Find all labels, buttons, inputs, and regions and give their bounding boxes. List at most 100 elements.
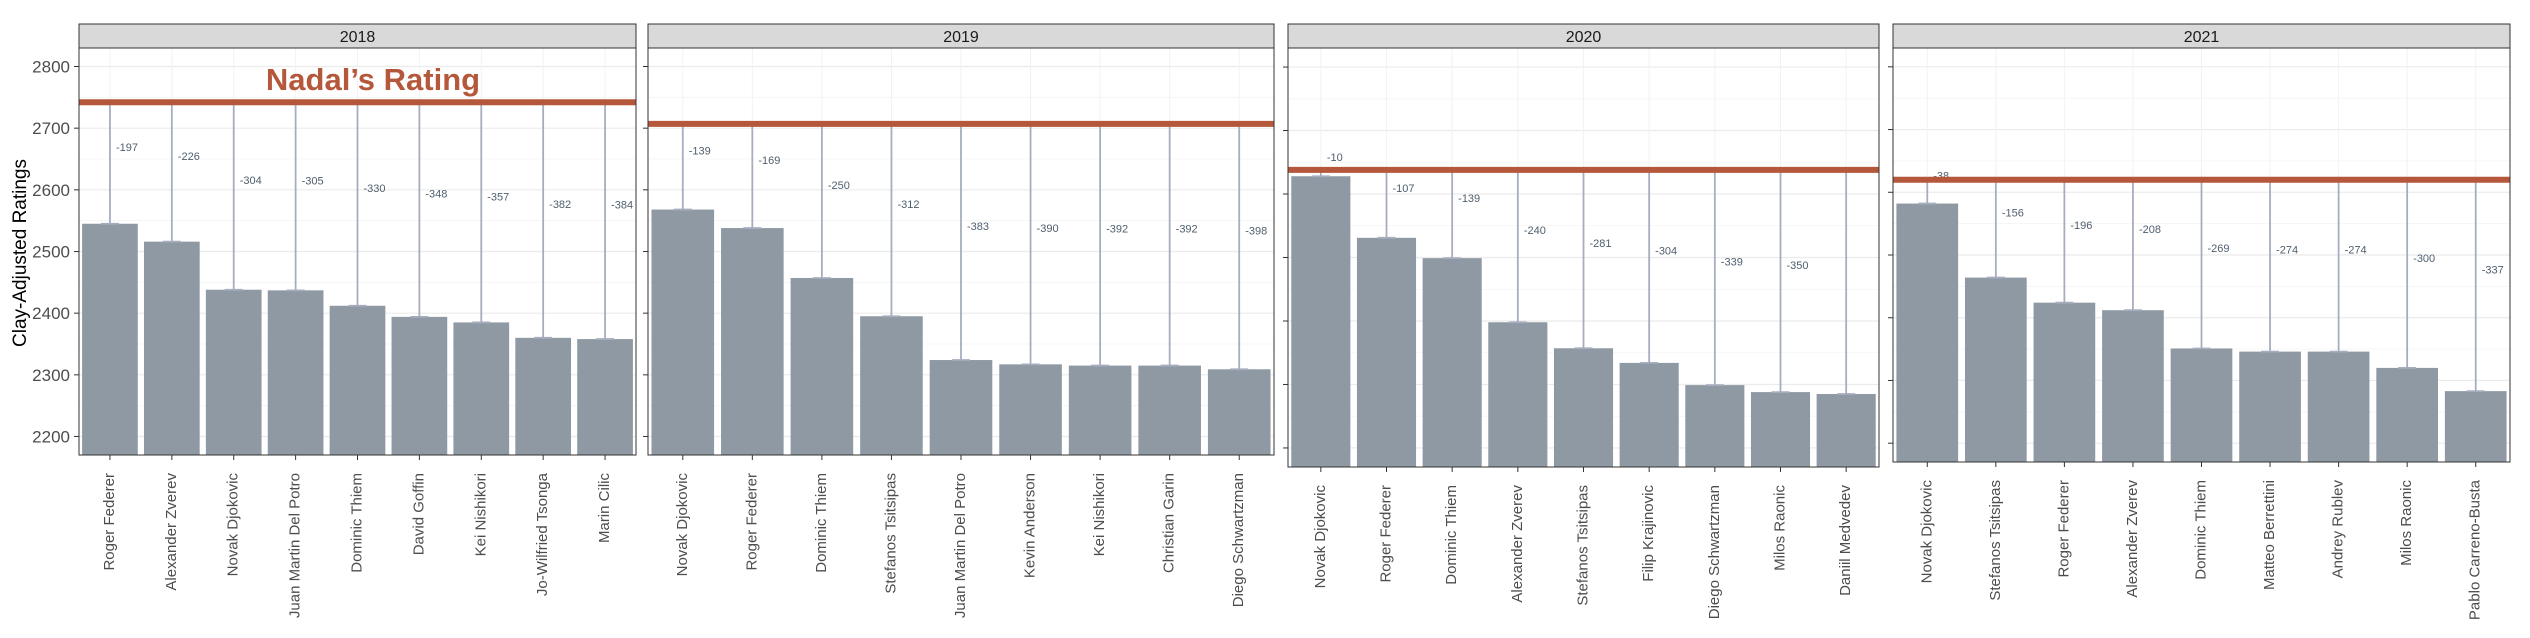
bar-filip-krajinovic bbox=[1619, 362, 1679, 467]
category-label: Roger Federer bbox=[2055, 480, 2072, 578]
category-label: Diego Schwartzman bbox=[1230, 473, 1247, 607]
bar-milos-raonic bbox=[1750, 392, 1811, 467]
panel-2020: 2020 -10 Novak Djokovic -107 Roger Federer -1… bbox=[1283, 23, 1880, 619]
bar-diego-schwartzman bbox=[1207, 369, 1271, 455]
gap-label: -382 bbox=[549, 199, 571, 211]
bar-roger-federer bbox=[721, 228, 784, 455]
gap-label: -156 bbox=[2002, 208, 2024, 220]
bar-juan-martin-del-potro bbox=[267, 290, 324, 455]
category-label: Kei Nishikori bbox=[1091, 473, 1108, 556]
y-tick-label: 2700 bbox=[32, 119, 70, 138]
category-label: Kei Nishikori bbox=[472, 473, 489, 556]
bar-alexander-zverev bbox=[1488, 322, 1548, 467]
bar-dominic-thiem bbox=[2170, 348, 2233, 462]
gap-label: -139 bbox=[1458, 193, 1480, 205]
nadal-rating-annotation: Nadal’s Rating bbox=[266, 62, 480, 97]
panel-strip-label: 2019 bbox=[943, 29, 979, 46]
category-label: Roger Federer bbox=[743, 473, 760, 571]
bar-christian-garin bbox=[1138, 365, 1201, 455]
category-label: Juan Martin Del Potro bbox=[952, 473, 969, 618]
category-label: Kevin Anderson bbox=[1022, 473, 1039, 578]
category-label: Milos Raonic bbox=[1772, 485, 1789, 571]
category-label: Andrey Rublev bbox=[2330, 480, 2347, 579]
category-label: Matteo Berrettini bbox=[2261, 480, 2278, 590]
panel-2018: 2018 2200 2300 2400 2500 2600 2700 2800 -197 Roge… bbox=[32, 23, 637, 618]
category-label: Novak Djokovic bbox=[1918, 480, 1935, 584]
panel-strip-2020 bbox=[1287, 23, 1880, 49]
category-label: Pablo Carreno-Busta bbox=[2467, 479, 2484, 620]
category-label: Daniil Medvedev bbox=[1837, 485, 1854, 596]
gap-label: -330 bbox=[364, 183, 386, 195]
category-label: Roger Federer bbox=[1378, 485, 1395, 583]
gap-label: -357 bbox=[487, 191, 509, 203]
panel-strip-label: 2020 bbox=[1566, 29, 1602, 46]
y-tick-label: 2600 bbox=[32, 181, 70, 200]
bar-kei-nishikori bbox=[1068, 365, 1132, 455]
bar-marin-cilic bbox=[577, 339, 633, 455]
gap-label: -383 bbox=[967, 221, 989, 233]
bar-novak-djokovic bbox=[1896, 203, 1959, 462]
gap-label: -304 bbox=[1655, 245, 1677, 257]
gap-label: -197 bbox=[116, 142, 138, 154]
bar-kei-nishikori bbox=[453, 322, 510, 455]
panel-border bbox=[1892, 47, 2511, 463]
bar-david-goffin bbox=[391, 316, 448, 455]
gap-label: -304 bbox=[240, 175, 262, 187]
gap-label: -348 bbox=[425, 189, 447, 201]
bar-novak-djokovic bbox=[205, 289, 262, 455]
panel-strip-2019 bbox=[647, 23, 1275, 49]
gap-label: -196 bbox=[2070, 220, 2092, 232]
category-label: Roger Federer bbox=[101, 473, 118, 571]
gap-label: -281 bbox=[1590, 238, 1612, 250]
bar-dominic-thiem bbox=[1422, 258, 1482, 467]
category-label: Novak Djokovic bbox=[225, 473, 242, 577]
category-label: Stefanos Tsitsipas bbox=[882, 473, 899, 594]
bar-pablo-carreno-busta bbox=[2444, 391, 2507, 462]
gap-label: -339 bbox=[1721, 256, 1743, 268]
category-label: Filip Krajinovic bbox=[1640, 485, 1657, 582]
category-label: Novak Djokovic bbox=[674, 473, 691, 577]
gap-label: -208 bbox=[2139, 224, 2161, 236]
chart-panels: 2018 2200 2300 2400 2500 2600 2700 2800 -197 Roge… bbox=[32, 23, 2511, 620]
category-label: Marin Cilic bbox=[596, 473, 613, 544]
panel-border bbox=[1287, 47, 1880, 468]
panel-strip-label: 2021 bbox=[2184, 29, 2220, 46]
category-label: Diego Schwartzman bbox=[1706, 485, 1723, 619]
gap-label: -350 bbox=[1787, 260, 1809, 272]
bar-andrey-rublev bbox=[2307, 351, 2370, 462]
gap-label: -226 bbox=[178, 151, 200, 163]
gap-label: -305 bbox=[302, 175, 324, 187]
category-label: Christian Garin bbox=[1161, 473, 1178, 573]
category-label: David Goffin bbox=[410, 473, 427, 555]
category-label: Alexander Zverev bbox=[2124, 480, 2141, 598]
category-label: Stefanos Tsitsipas bbox=[1987, 480, 2004, 601]
bar-dominic-thiem bbox=[329, 305, 386, 455]
gap-label: -398 bbox=[1245, 226, 1267, 238]
category-label: Juan Martin Del Potro bbox=[287, 473, 304, 618]
gap-label: -107 bbox=[1393, 183, 1415, 195]
category-label: Dominic Thiem bbox=[2193, 480, 2210, 580]
panel-2019: 2019 -139 Novak Djokovic -169 Roger Federer -… bbox=[643, 23, 1275, 618]
bar-diego-schwartzman bbox=[1685, 385, 1745, 467]
gap-label: -384 bbox=[611, 200, 633, 212]
bar-daniil-medvedev bbox=[1816, 393, 1876, 467]
bar-milos-raonic bbox=[2376, 367, 2439, 462]
bar-matteo-berrettini bbox=[2239, 351, 2301, 462]
gap-label: -274 bbox=[2276, 245, 2298, 257]
y-axis-label: Clay-Adjusted Ratings bbox=[10, 159, 31, 347]
gap-label: -250 bbox=[828, 180, 850, 192]
gap-label: -337 bbox=[2482, 264, 2504, 276]
y-tick-label: 2500 bbox=[32, 243, 70, 262]
gap-label: -240 bbox=[1524, 225, 1546, 237]
gap-label: -139 bbox=[689, 146, 711, 158]
gap-label: -269 bbox=[2208, 243, 2230, 255]
bar-stefanos-tsitsipas bbox=[860, 316, 923, 455]
gap-label: -312 bbox=[897, 199, 919, 211]
y-tick-label: 2200 bbox=[32, 428, 70, 447]
category-label: Milos Raonic bbox=[2398, 480, 2415, 566]
category-label: Dominic Thiem bbox=[1443, 485, 1460, 585]
bar-stefanos-tsitsipas bbox=[1553, 348, 1614, 467]
panel-strip-2018 bbox=[78, 23, 637, 49]
